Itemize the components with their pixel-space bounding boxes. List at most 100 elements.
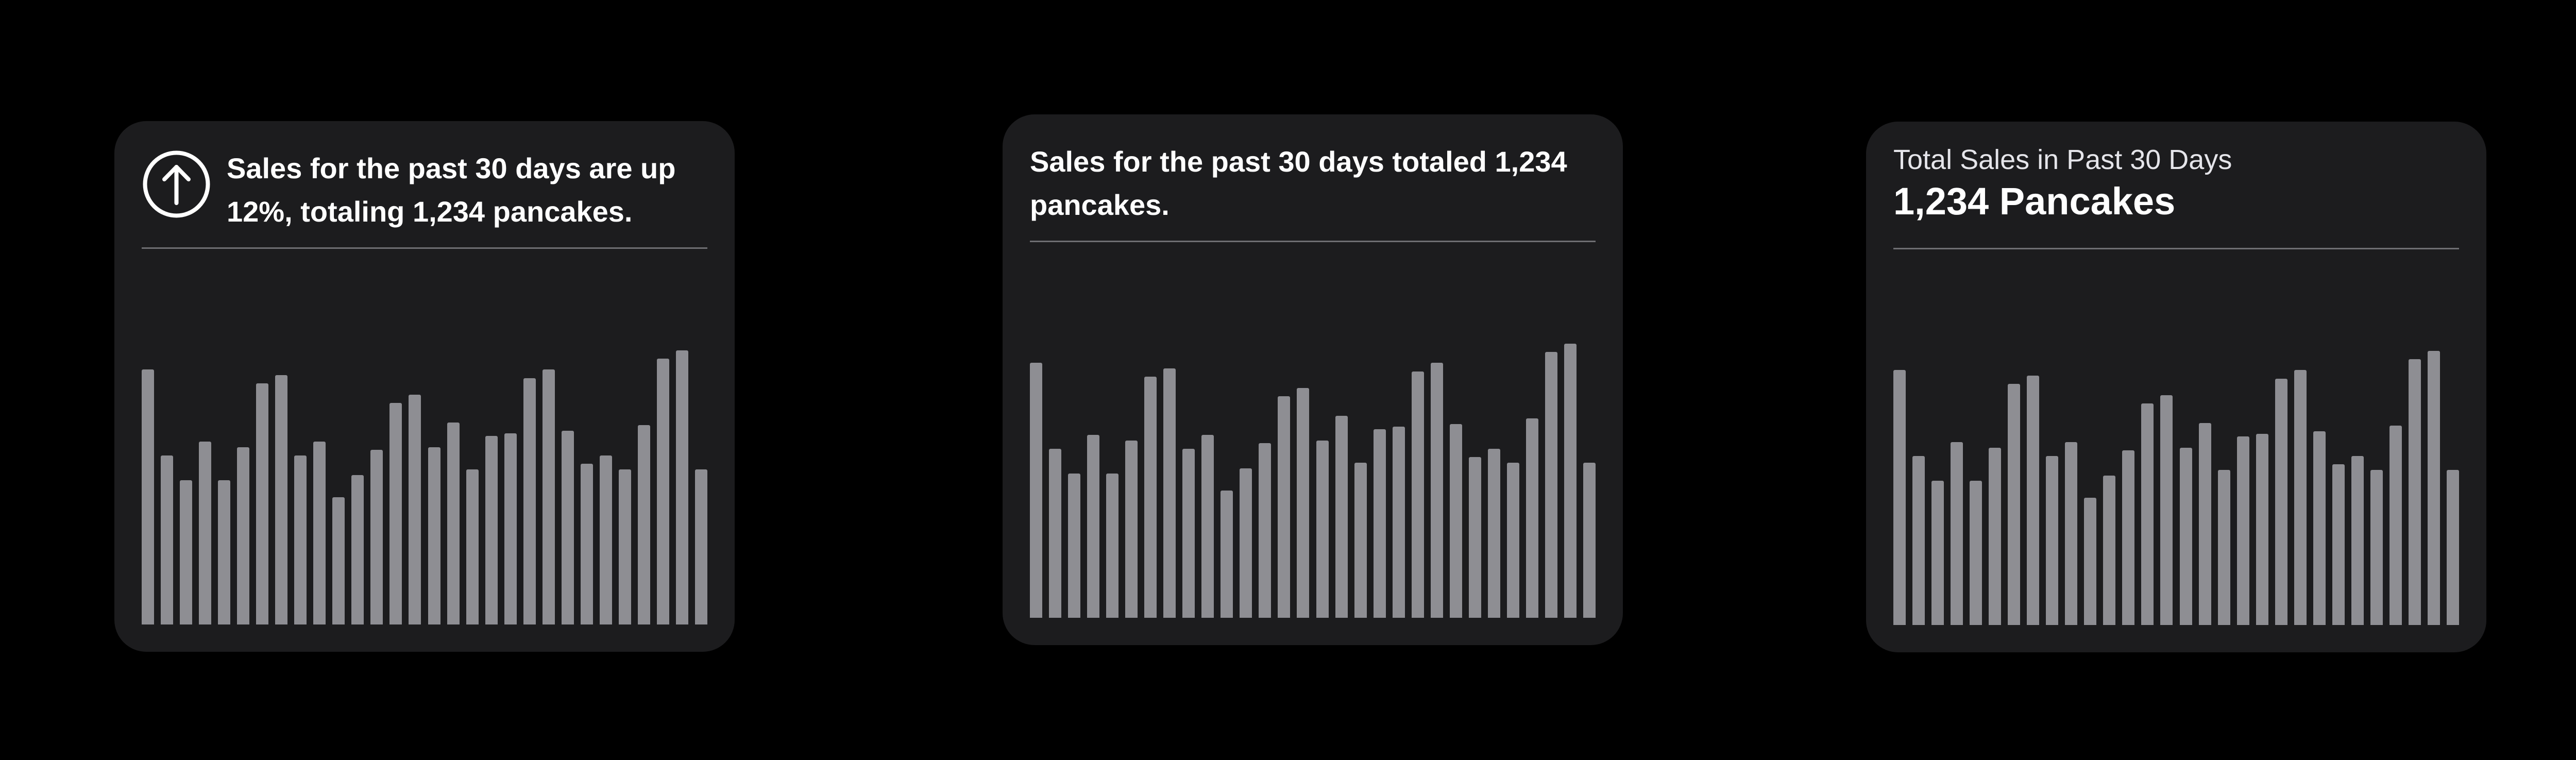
- sales-bar: [237, 447, 250, 624]
- sales-bar: [1583, 463, 1596, 618]
- sales-bar: [2084, 498, 2097, 625]
- sales-bar: [1259, 443, 1272, 618]
- widget-subtitle: Total Sales in Past 30 Days: [1893, 144, 2232, 175]
- sales-bar: [370, 450, 383, 624]
- sales-bar: [447, 423, 460, 624]
- sales-bar-chart: [1030, 242, 1596, 618]
- divider: [142, 247, 707, 249]
- sales-bar: [409, 395, 421, 624]
- sales-bar: [485, 436, 498, 624]
- sales-bar: [675, 350, 688, 624]
- sales-bar: [695, 469, 707, 624]
- sales-bar: [142, 369, 154, 624]
- sales-bar: [313, 442, 326, 624]
- widget-header: Sales for the past 30 days are up 12%, t…: [142, 121, 707, 248]
- sales-bar: [1931, 481, 1944, 625]
- sales-bar: [2008, 384, 2021, 625]
- sales-bar: [1221, 491, 1233, 618]
- sales-bar: [1373, 429, 1386, 618]
- sales-bar: [1411, 371, 1424, 618]
- sales-bar: [389, 403, 402, 624]
- widget-headline: Sales for the past 30 days totaled 1,234…: [1030, 145, 1567, 221]
- widget-value: 1,234 Pancakes: [1893, 180, 2176, 223]
- sales-bar: [1106, 474, 1119, 618]
- sales-bar: [2408, 359, 2421, 625]
- sales-bar: [1316, 441, 1329, 618]
- sales-bar: [1049, 449, 1062, 618]
- sales-bar: [2217, 470, 2230, 625]
- sales-bar: [1201, 435, 1214, 618]
- widget-headline: Sales for the past 30 days are up 12%, t…: [227, 152, 676, 228]
- sales-bar: [2122, 450, 2135, 625]
- sales-widget-summary[interactable]: Total Sales in Past 30 Days 1,234 Pancak…: [1866, 122, 2486, 652]
- sales-bar: [275, 375, 288, 624]
- sales-bar: [2427, 351, 2440, 625]
- sales-bar: [1912, 456, 1925, 625]
- sales-bar: [1087, 435, 1100, 618]
- sales-bar: [180, 480, 193, 624]
- sales-bar: [580, 464, 593, 624]
- sales-bar: [1163, 368, 1176, 618]
- sales-bar: [2236, 436, 2249, 625]
- widget-header: Total Sales in Past 30 Days 1,234 Pancak…: [1893, 122, 2459, 249]
- sales-bar: [1068, 474, 1081, 618]
- sales-bar: [294, 455, 307, 624]
- sales-bar: [1989, 448, 2002, 625]
- sales-bar: [2103, 476, 2116, 625]
- sales-bar: [1564, 344, 1577, 618]
- sales-bar: [351, 475, 364, 624]
- sales-bar: [2332, 464, 2345, 625]
- sales-bar: [637, 425, 650, 624]
- sales-bar: [1951, 442, 1963, 625]
- sales-bar: [428, 447, 440, 624]
- sales-bar: [1468, 457, 1481, 618]
- sales-widget-total[interactable]: Sales for the past 30 days totaled 1,234…: [1003, 114, 1623, 645]
- sales-bar: [1354, 463, 1367, 618]
- sales-bar: [1240, 468, 1252, 618]
- sales-bar: [2179, 448, 2192, 625]
- sales-bar: [1449, 424, 1462, 618]
- sales-bar: [218, 480, 231, 624]
- sales-bar-chart: [142, 249, 707, 624]
- sales-bar: [2275, 379, 2287, 625]
- sales-bar: [466, 469, 479, 624]
- sales-bar: [2027, 376, 2040, 625]
- sales-bar: [2256, 434, 2268, 625]
- sales-bar: [599, 455, 612, 624]
- divider: [1030, 241, 1596, 242]
- sales-bar: [504, 433, 517, 624]
- sales-bar: [1392, 427, 1405, 618]
- sales-bar: [561, 431, 574, 624]
- sales-bar: [2351, 456, 2364, 625]
- sales-bar: [2046, 456, 2059, 625]
- sales-bar: [2313, 431, 2326, 625]
- sales-bar: [1278, 396, 1291, 618]
- sales-bar: [2065, 442, 2078, 625]
- widget-header: Sales for the past 30 days totaled 1,234…: [1030, 114, 1596, 242]
- divider: [1893, 248, 2459, 249]
- sales-bar: [256, 383, 269, 624]
- sales-bar: [2447, 470, 2459, 625]
- sales-bar: [1125, 441, 1138, 618]
- sales-bar: [1144, 377, 1157, 618]
- sales-bar: [199, 442, 212, 624]
- sales-bar-chart: [1893, 249, 2459, 625]
- sales-bar: [332, 497, 345, 624]
- sales-bar: [1335, 416, 1348, 618]
- sales-bar: [656, 359, 669, 624]
- sales-bar: [2141, 403, 2154, 625]
- sales-bar: [1970, 481, 1982, 625]
- sales-bar: [2370, 470, 2383, 625]
- sales-bar: [1506, 463, 1519, 618]
- sales-widget-trend[interactable]: Sales for the past 30 days are up 12%, t…: [114, 121, 735, 652]
- sales-bar: [2294, 370, 2307, 625]
- sales-bar: [1297, 388, 1310, 618]
- sales-bar: [1487, 449, 1500, 618]
- sales-bar: [523, 378, 536, 624]
- sales-bar: [1893, 370, 1906, 625]
- sales-bar: [542, 369, 555, 624]
- sales-bar: [161, 455, 174, 624]
- sales-bar: [1030, 363, 1042, 618]
- arrow-up-circle-icon: [142, 149, 211, 219]
- sales-bar: [1182, 449, 1195, 618]
